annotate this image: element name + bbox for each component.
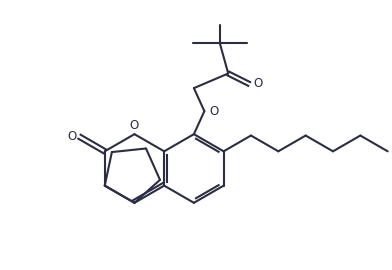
Text: O: O [130,119,139,132]
Text: O: O [67,130,76,143]
Text: O: O [210,105,219,118]
Text: O: O [253,77,262,90]
